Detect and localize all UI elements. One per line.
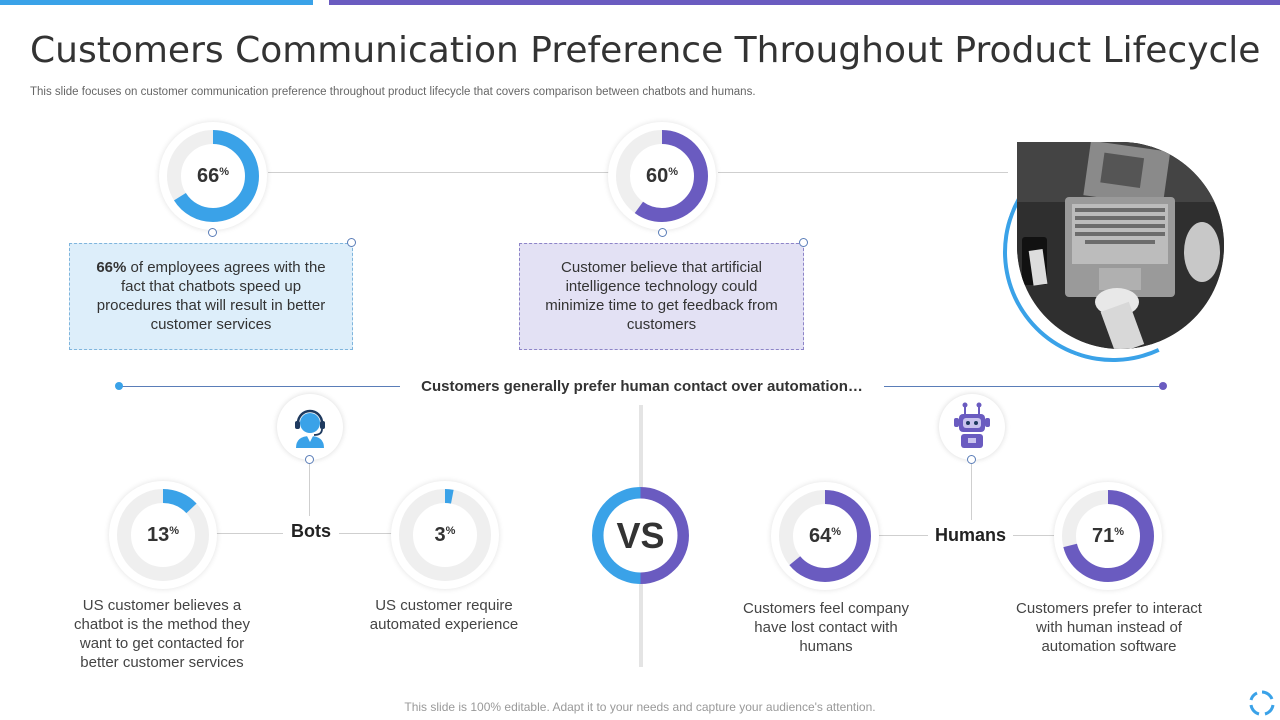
donut-value: 64%	[808, 524, 842, 547]
vs-badge: VS	[592, 487, 689, 584]
humans-icon-circle	[939, 394, 1005, 460]
refresh-cycle-svg	[1249, 690, 1275, 716]
info-box-blue: 66% of employees agrees with the fact th…	[69, 243, 353, 350]
donut-svg	[117, 489, 209, 581]
page-title: Customers Communication Preference Throu…	[30, 30, 1261, 71]
donut-svg	[399, 489, 491, 581]
donut-arc	[1062, 490, 1154, 582]
connector-node	[967, 455, 976, 464]
footer-note: This slide is 100% editable. Adapt it to…	[404, 700, 876, 714]
bots-stat-description: US customer require automated experience	[369, 597, 519, 633]
donut-arc	[167, 130, 259, 222]
info-box-purple: Customer believe that artificial intelli…	[519, 243, 804, 350]
donut-arc	[779, 490, 871, 582]
connector-line	[309, 464, 310, 516]
top-accent-bar-blue	[0, 0, 313, 5]
donut-value: 66%	[196, 164, 230, 187]
donut-chart-71: 71%	[1054, 482, 1162, 590]
donut-chart-60: 60%	[608, 122, 716, 230]
donut-arc	[616, 130, 708, 222]
info-box-text: Customer believe that artificial intelli…	[545, 259, 778, 333]
info-box-text: of employees agrees with the fact that c…	[96, 259, 326, 333]
photo-illustration	[1017, 142, 1224, 349]
donut-arc	[399, 489, 491, 581]
box-corner-node	[347, 238, 356, 247]
info-box-highlight: 66%	[96, 259, 127, 276]
vs-circle	[592, 487, 689, 584]
bots-label: Bots	[283, 521, 339, 542]
donut-svg	[167, 130, 259, 222]
banner-dot-right	[1159, 382, 1167, 390]
humans-stat-description: Customers feel company have lost contact…	[743, 600, 909, 655]
connector-node	[208, 228, 217, 237]
connector-node	[305, 455, 314, 464]
robot-icon	[954, 402, 990, 448]
donut-value: 71%	[1091, 524, 1125, 547]
donut-value: 13%	[146, 523, 180, 546]
bots-stat-description: US customer believes a chatbot is the me…	[74, 597, 250, 671]
laptop-workspace-photo	[1017, 142, 1224, 349]
humans-label: Humans	[928, 525, 1014, 546]
banner-dot-left	[115, 382, 123, 390]
box-corner-node	[799, 238, 808, 247]
connector-node	[658, 228, 667, 237]
donut-value: 3%	[434, 523, 456, 546]
donut-svg	[779, 490, 871, 582]
customer-support-agent-icon	[295, 409, 325, 448]
bots-icon-circle	[277, 394, 343, 460]
connector-line	[971, 464, 972, 520]
donut-chart-13: 13%	[109, 481, 217, 589]
donut-chart-66: 66%	[159, 122, 267, 230]
donut-chart-3: 3%	[391, 481, 499, 589]
banner-heading: Customers generally prefer human contact…	[400, 378, 884, 395]
vs-label: VS	[616, 514, 665, 556]
humans-stat-description: Customers prefer to interact with human …	[1016, 600, 1202, 655]
refresh-cycle-icon	[1248, 689, 1276, 717]
donut-chart-64: 64%	[771, 482, 879, 590]
donut-svg	[1062, 490, 1154, 582]
donut-arc	[117, 489, 209, 581]
top-accent-bar-purple	[329, 0, 1280, 5]
donut-svg	[616, 130, 708, 222]
page-subtitle: This slide focuses on customer communica…	[30, 86, 756, 98]
connector-line	[268, 172, 610, 173]
donut-value: 60%	[645, 164, 679, 187]
connector-line	[718, 172, 1008, 173]
